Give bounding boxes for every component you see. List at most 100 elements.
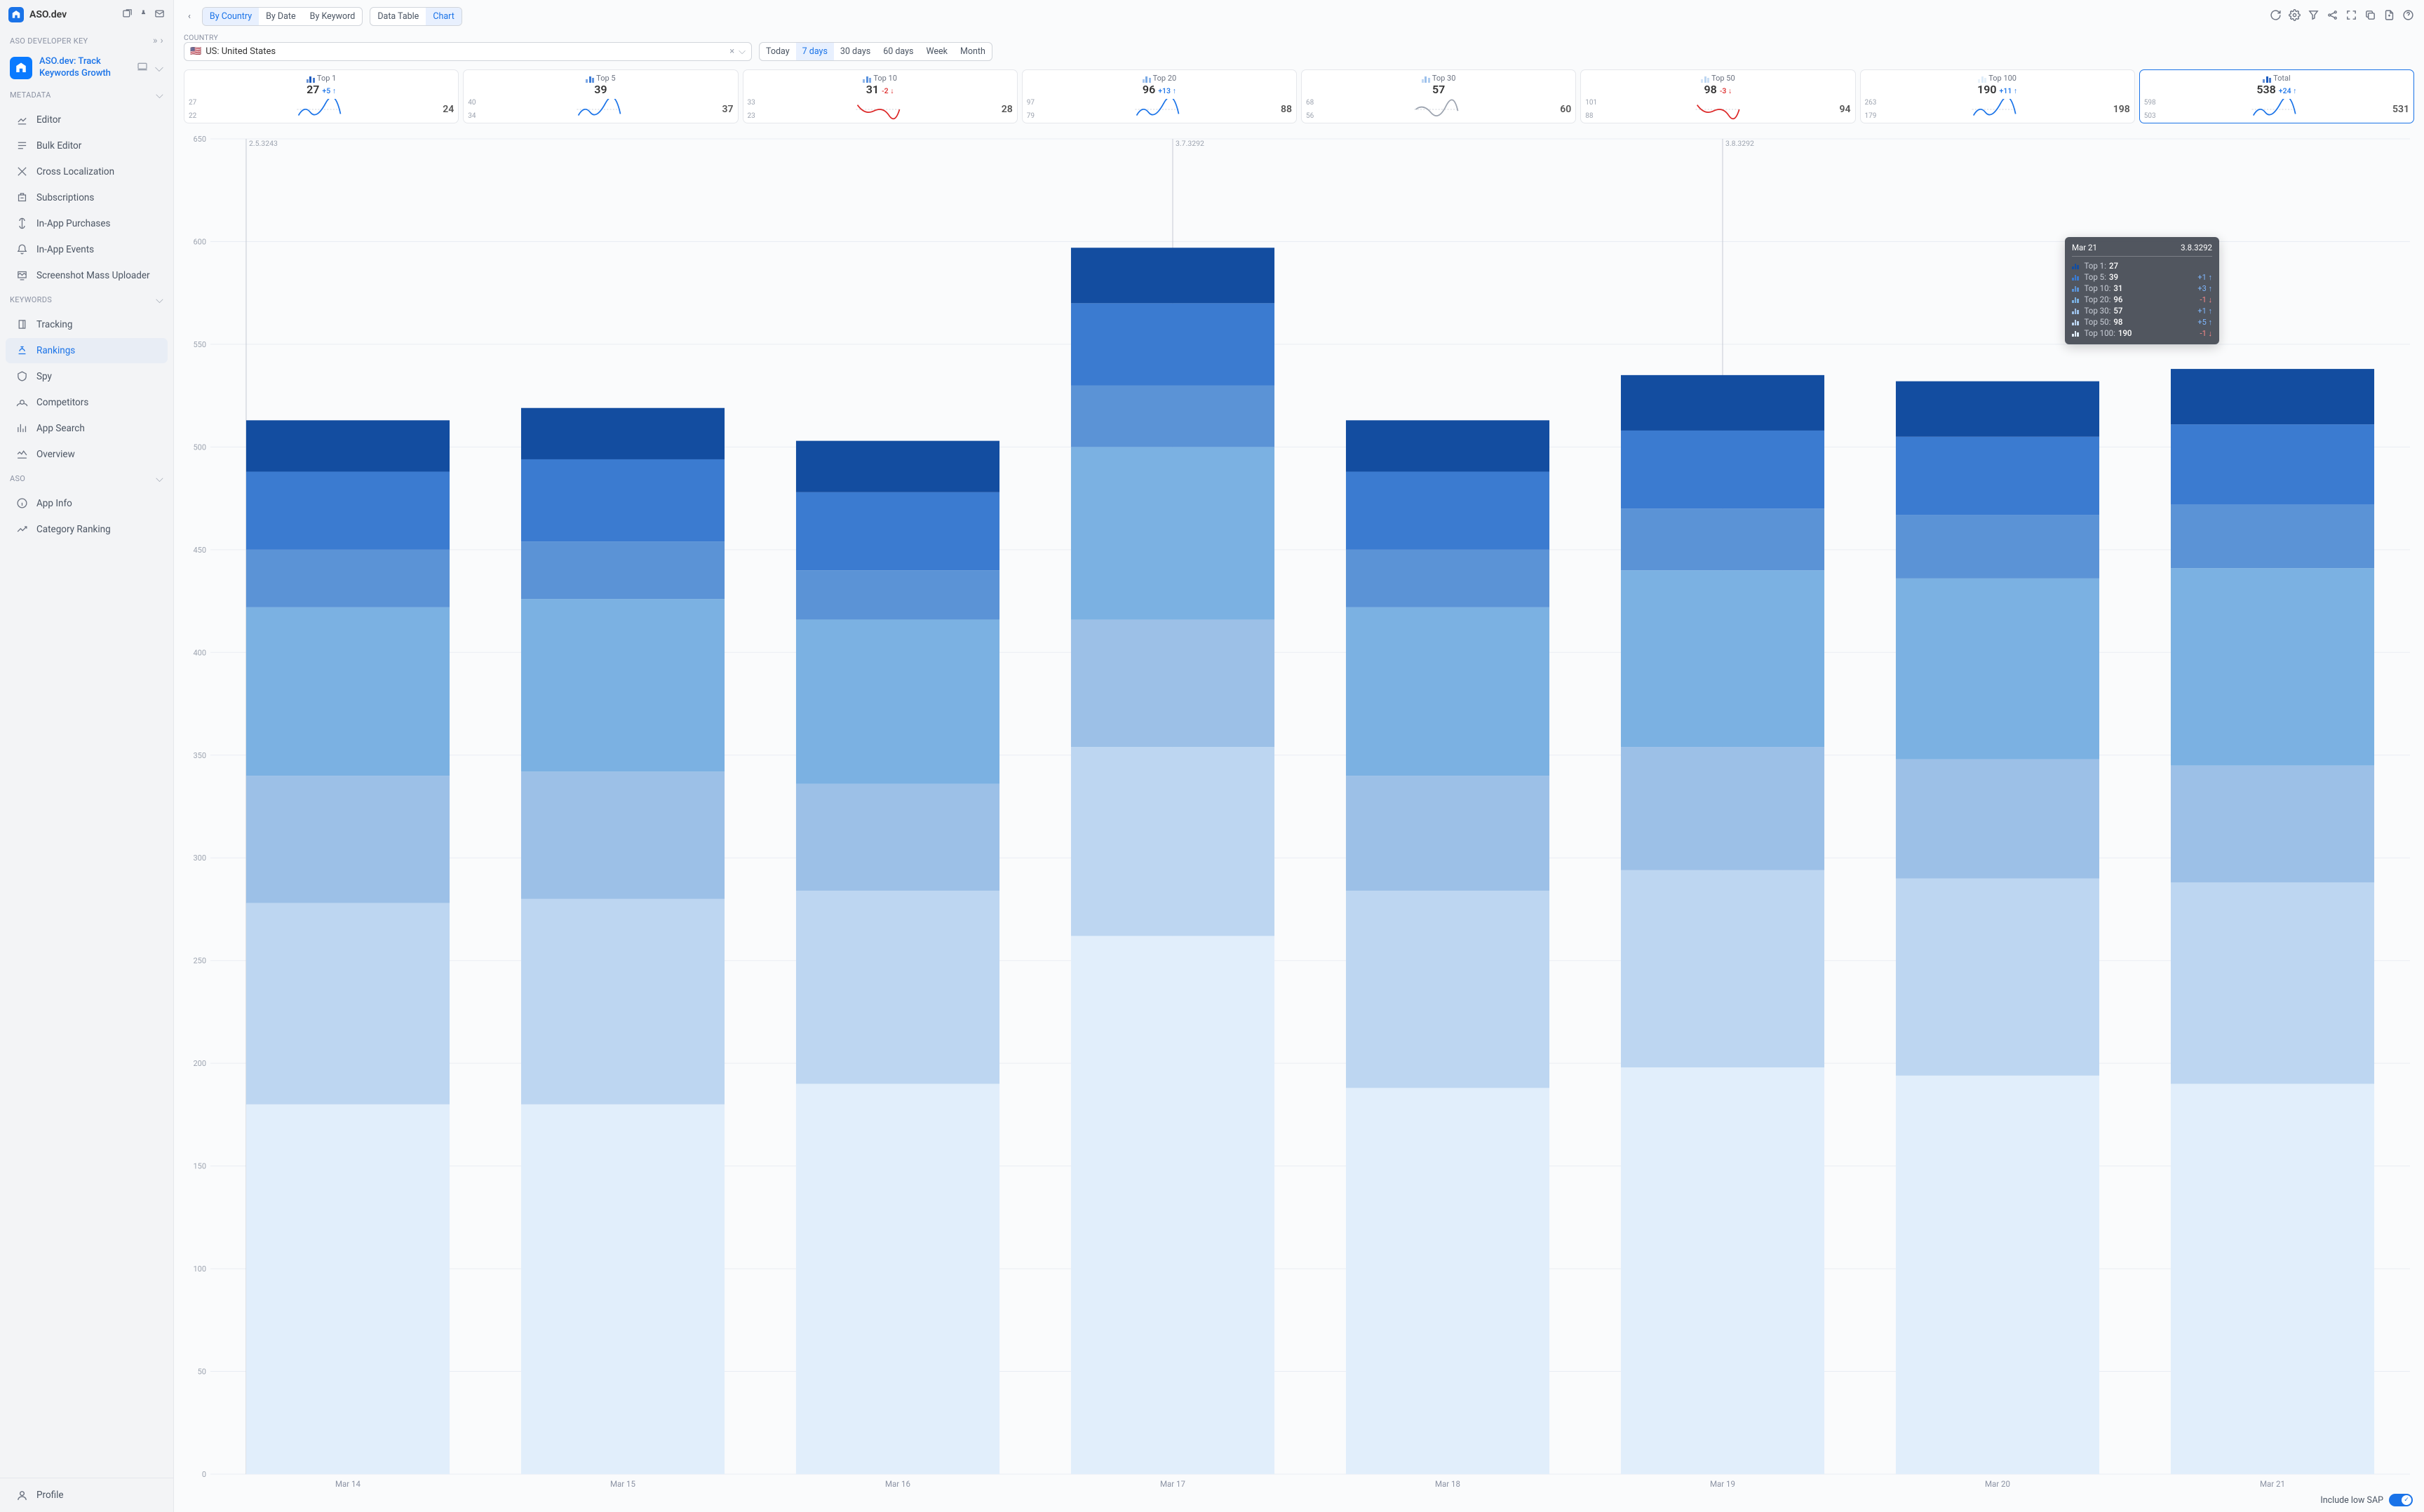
copy-icon[interactable] <box>2364 9 2376 24</box>
sidebar-item-app-info[interactable]: App Info <box>6 491 168 516</box>
svg-text:Mar 14: Mar 14 <box>335 1479 361 1489</box>
tracking-icon <box>15 318 28 331</box>
svg-text:200: 200 <box>193 1059 206 1068</box>
range-60-days[interactable]: 60 days <box>877 43 920 60</box>
summary-card-top-10[interactable]: Top 1031-2 ↓332328 <box>743 69 1018 123</box>
svg-text:Mar 16: Mar 16 <box>885 1479 910 1489</box>
svg-text:600: 600 <box>193 237 206 246</box>
settings-icon[interactable] <box>2289 9 2301 24</box>
sidebar-item-screenshot-mass-uploader[interactable]: Screenshot Mass Uploader <box>6 263 168 288</box>
back-button[interactable]: ‹ <box>184 8 195 25</box>
new-tab-icon[interactable] <box>122 8 133 22</box>
country-select[interactable]: 🇺🇸 US: United States × ⌵ <box>184 42 752 61</box>
country-chevron-icon[interactable]: ⌵ <box>739 46 746 57</box>
app-title: ASO.dev <box>29 9 116 20</box>
summary-card-top-100[interactable]: Top 100190+11 ↑263179198 <box>1860 69 2135 123</box>
tab-by-country[interactable]: By Country <box>203 8 259 25</box>
tab-by-keyword[interactable]: By Keyword <box>303 8 363 25</box>
app-search-icon <box>15 422 28 435</box>
svg-text:300: 300 <box>193 853 206 863</box>
dev-key-header: ASO DEVELOPER KEY » › <box>0 29 173 52</box>
filter-icon[interactable] <box>2308 9 2319 24</box>
editor-icon <box>15 114 28 126</box>
svg-text:400: 400 <box>193 648 206 657</box>
app-info-icon <box>15 497 28 510</box>
chart-tooltip: Mar 213.8.3292Top 1: 27Top 5: 39+1 ↑Top … <box>2065 237 2219 344</box>
device-icon <box>137 61 148 75</box>
tab-chart[interactable]: Chart <box>426 8 461 25</box>
competitors-icon <box>15 396 28 409</box>
low-sap-toggle[interactable] <box>2389 1494 2413 1506</box>
view-tabs: Data TableChart <box>370 7 462 26</box>
svg-text:250: 250 <box>193 957 206 966</box>
svg-text:Mar 17: Mar 17 <box>1160 1479 1185 1489</box>
share-icon[interactable] <box>2327 9 2338 24</box>
svg-text:650: 650 <box>193 135 206 144</box>
tab-by-date[interactable]: By Date <box>259 8 303 25</box>
sidebar-item-competitors[interactable]: Competitors <box>6 390 168 415</box>
sidebar-item-subscriptions[interactable]: Subscriptions <box>6 185 168 210</box>
fullscreen-icon[interactable] <box>2345 9 2357 24</box>
sidebar-item-app-search[interactable]: App Search <box>6 416 168 441</box>
sidebar-item-overview[interactable]: Overview <box>6 442 168 467</box>
pin-icon[interactable] <box>138 8 149 22</box>
country-select-value: US: United States <box>206 46 276 57</box>
chart-container: 0501001502002503003504004505005506006502… <box>184 132 2414 1492</box>
sidebar: ASO.dev ASO DEVELOPER KEY » › ASO.dev: T… <box>0 0 174 1512</box>
sidebar-item-rankings[interactable]: Rankings <box>6 338 168 363</box>
help-icon[interactable] <box>2402 9 2414 24</box>
date-range-tabs: Today7 days30 days60 daysWeekMonth <box>759 42 992 61</box>
sidebar-item-spy[interactable]: Spy <box>6 364 168 389</box>
summary-card-top-50[interactable]: Top 5098-3 ↓1018894 <box>1580 69 1855 123</box>
range-today[interactable]: Today <box>760 43 796 60</box>
country-label: COUNTRY <box>184 33 2414 42</box>
aso-header[interactable]: ASO⌵ <box>0 468 173 490</box>
mail-icon[interactable] <box>154 8 165 22</box>
range-7-days[interactable]: 7 days <box>796 43 834 60</box>
svg-text:Mar 18: Mar 18 <box>1435 1479 1460 1489</box>
svg-text:3.8.3292: 3.8.3292 <box>1725 139 1754 148</box>
svg-text:50: 50 <box>198 1368 206 1377</box>
group-by-tabs: By CountryBy DateBy Keyword <box>202 7 363 26</box>
metadata-header[interactable]: METADATA⌵ <box>0 84 173 107</box>
refresh-icon[interactable] <box>2270 9 2282 24</box>
sidebar-item-tracking[interactable]: Tracking <box>6 312 168 337</box>
low-sap-label: Include low SAP <box>2320 1495 2383 1506</box>
app-expand-icon[interactable]: ⌵ <box>155 61 163 75</box>
sidebar-item-in-app-events[interactable]: In-App Events <box>6 237 168 262</box>
country-flag-icon: 🇺🇸 <box>190 46 201 57</box>
summary-card-top-5[interactable]: Top 539403437 <box>463 69 738 123</box>
summary-card-top-1[interactable]: Top 127+5 ↑272224 <box>184 69 459 123</box>
sidebar-item-cross-localization[interactable]: Cross Localization <box>6 159 168 184</box>
sidebar-item-category-ranking[interactable]: Category Ranking <box>6 517 168 542</box>
svg-text:550: 550 <box>193 340 206 349</box>
subscriptions-icon <box>15 191 28 204</box>
summary-card-top-30[interactable]: Top 3057685660 <box>1301 69 1576 123</box>
toolbar: ‹ By CountryBy DateBy Keyword Data Table… <box>174 0 2424 33</box>
export-icon[interactable] <box>2383 9 2395 24</box>
sidebar-item-editor[interactable]: Editor <box>6 107 168 133</box>
summary-card-total[interactable]: Total538+24 ↑598503531 <box>2139 69 2414 123</box>
range-month[interactable]: Month <box>954 43 992 60</box>
keywords-header[interactable]: KEYWORDS⌵ <box>0 289 173 311</box>
profile-icon <box>15 1489 28 1501</box>
svg-text:350: 350 <box>193 751 206 760</box>
svg-text:0: 0 <box>202 1470 206 1479</box>
svg-text:500: 500 <box>193 443 206 452</box>
app-logo <box>8 7 24 22</box>
sidebar-item-bulk-editor[interactable]: Bulk Editor <box>6 133 168 158</box>
screenshot-mass-uploader-icon <box>15 269 28 282</box>
tab-data-table[interactable]: Data Table <box>370 8 426 25</box>
range-week[interactable]: Week <box>920 43 954 60</box>
country-clear-icon[interactable]: × <box>725 46 739 57</box>
svg-text:100: 100 <box>193 1264 206 1274</box>
svg-text:Mar 19: Mar 19 <box>1710 1479 1735 1489</box>
range-30-days[interactable]: 30 days <box>834 43 877 60</box>
svg-text:3.7.3292: 3.7.3292 <box>1176 139 1204 148</box>
profile-link[interactable]: Profile <box>6 1479 168 1511</box>
summary-card-top-20[interactable]: Top 2096+13 ↑977988 <box>1022 69 1297 123</box>
summary-cards: Top 127+5 ↑272224Top 539403437Top 1031-2… <box>174 67 2424 129</box>
svg-text:2.5.3243: 2.5.3243 <box>249 139 278 148</box>
selected-app[interactable]: ASO.dev: Track Keywords Growth ⌵ <box>0 52 173 84</box>
sidebar-item-in-app-purchases[interactable]: In-App Purchases <box>6 211 168 236</box>
